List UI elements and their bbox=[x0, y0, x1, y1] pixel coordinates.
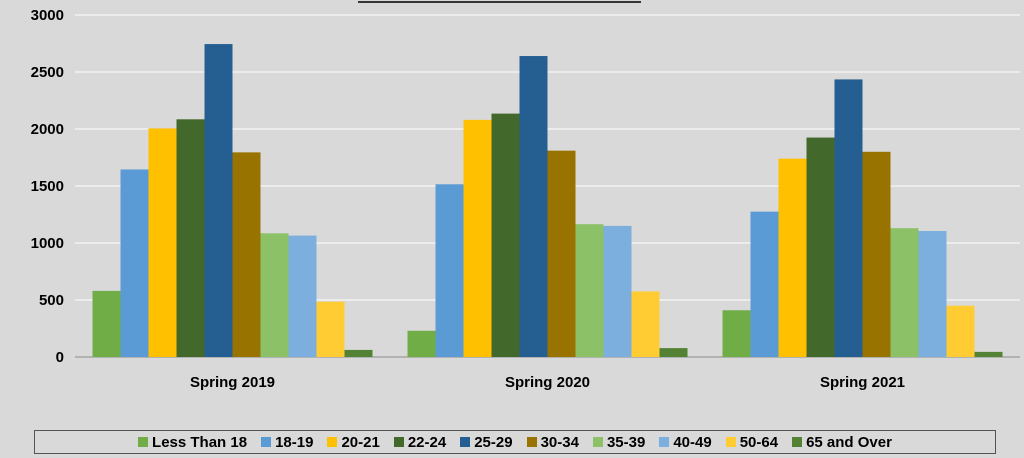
legend-swatch bbox=[659, 437, 670, 447]
legend-item: 50-64 bbox=[725, 433, 779, 451]
legend-swatch bbox=[725, 437, 736, 447]
legend-swatch bbox=[393, 437, 404, 447]
y-tick-label: 1000 bbox=[31, 235, 64, 252]
x-tick-label: Spring 2021 bbox=[820, 374, 905, 391]
legend-label: 40-49 bbox=[673, 433, 712, 451]
y-tick-label: 3000 bbox=[31, 7, 64, 24]
legend-item: 35-39 bbox=[592, 433, 646, 451]
x-tick-label: Spring 2020 bbox=[505, 374, 590, 391]
bar bbox=[176, 119, 205, 357]
bar bbox=[288, 235, 317, 357]
legend-swatch bbox=[792, 437, 803, 447]
legend-label: 22-24 bbox=[407, 433, 447, 451]
bar bbox=[890, 228, 919, 357]
bar bbox=[974, 351, 1003, 357]
y-tick-label: 500 bbox=[39, 292, 64, 309]
legend-swatch bbox=[327, 437, 338, 447]
bar bbox=[918, 231, 947, 357]
bar bbox=[92, 290, 121, 357]
legend-item: 18-19 bbox=[261, 434, 313, 451]
legend-swatch bbox=[138, 437, 149, 447]
bar bbox=[316, 301, 345, 357]
legend-label: 35-39 bbox=[606, 433, 646, 451]
bar bbox=[120, 169, 149, 357]
legend-swatch bbox=[460, 437, 471, 447]
bar bbox=[750, 211, 779, 357]
legend-item: 25-29 bbox=[460, 433, 513, 451]
bar bbox=[232, 152, 261, 357]
bar bbox=[204, 44, 233, 357]
bar bbox=[519, 56, 548, 357]
legend: Less Than 18 18-19 20-21 22-24 25-29 30-34 35-… bbox=[34, 430, 996, 454]
bar bbox=[435, 184, 464, 357]
legend-label: 30-34 bbox=[540, 433, 579, 451]
bar bbox=[722, 310, 751, 357]
y-tick-label: 2500 bbox=[31, 64, 64, 81]
legend-item: 20-21 bbox=[327, 433, 380, 451]
y-tick-label: 0 bbox=[56, 349, 64, 366]
bar bbox=[659, 348, 688, 357]
y-tick-label: 2000 bbox=[31, 121, 64, 138]
bar bbox=[407, 330, 436, 357]
legend-item: Less Than 18 bbox=[138, 434, 247, 451]
bar bbox=[778, 158, 807, 357]
legend-label: 50-64 bbox=[739, 433, 779, 451]
legend-label: 18-19 bbox=[275, 433, 314, 451]
bar bbox=[631, 291, 660, 357]
bar bbox=[547, 150, 576, 357]
legend-label: 25-29 bbox=[474, 433, 513, 451]
bar bbox=[946, 305, 975, 357]
legend-item: 22-24 bbox=[393, 433, 447, 451]
bar bbox=[575, 224, 604, 357]
legend-swatch bbox=[592, 437, 603, 447]
legend-label: 20-21 bbox=[341, 433, 380, 451]
bar bbox=[806, 137, 835, 357]
bar bbox=[463, 119, 492, 357]
legend-item: 65 and Over bbox=[792, 434, 892, 451]
x-tick-label: Spring 2019 bbox=[190, 374, 275, 391]
legend-swatch bbox=[261, 437, 272, 447]
bar bbox=[260, 233, 289, 357]
bar bbox=[603, 225, 632, 357]
bar bbox=[862, 151, 891, 357]
legend-swatch bbox=[526, 437, 537, 447]
bar bbox=[491, 113, 520, 357]
legend-item: 40-49 bbox=[659, 433, 712, 451]
y-tick-label: 1500 bbox=[31, 178, 64, 195]
legend-item: 30-34 bbox=[526, 433, 579, 451]
bar bbox=[148, 128, 177, 357]
legend-label: 65 and Over bbox=[806, 433, 892, 451]
legend-label: Less Than 18 bbox=[152, 433, 248, 451]
bar bbox=[834, 79, 863, 357]
bar bbox=[344, 349, 373, 357]
